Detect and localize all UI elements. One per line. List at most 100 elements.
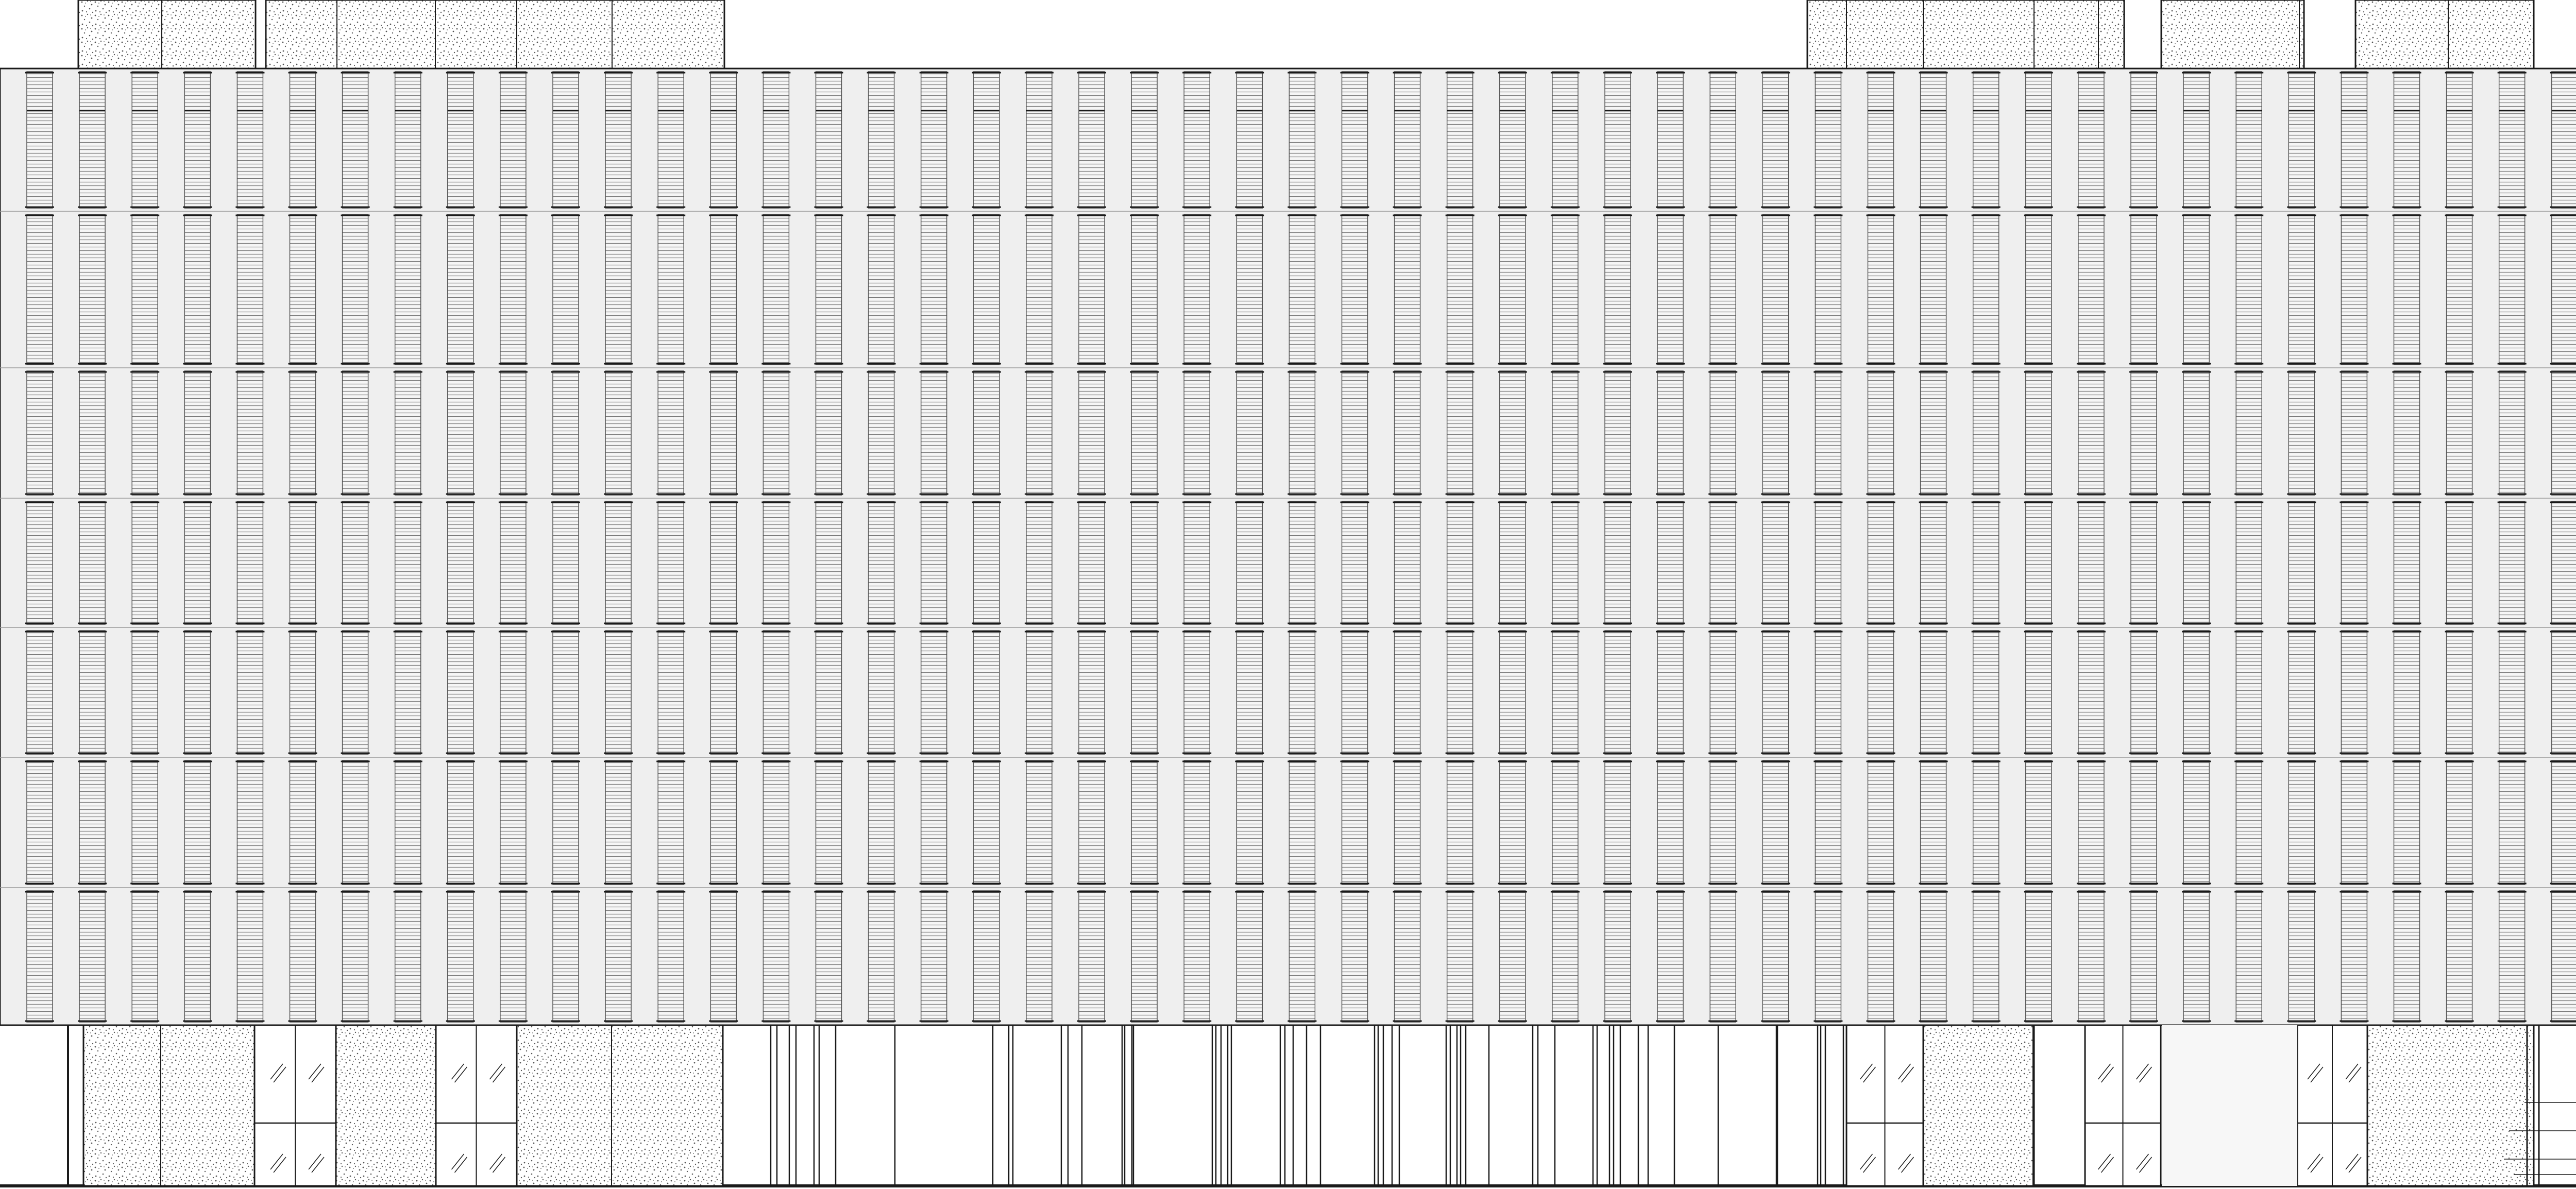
louver-panel <box>1499 501 1526 625</box>
louver-panel <box>2498 630 2526 755</box>
glass-reflection <box>2345 1153 2359 1170</box>
louver-panel <box>1078 214 1105 365</box>
louver-panel <box>1709 760 1736 885</box>
louver-panel <box>973 630 1000 755</box>
louver-panel <box>710 370 737 496</box>
louver-panel <box>1289 890 1316 1023</box>
louver-panel <box>1446 760 1473 885</box>
louver-panel <box>1499 760 1526 885</box>
louver-panel <box>2025 214 2052 365</box>
louver-panel <box>26 890 53 1023</box>
louver-panel <box>552 760 579 885</box>
louver-panel <box>1499 370 1526 496</box>
louver-panel <box>131 630 158 755</box>
louver-panel <box>2183 501 2210 625</box>
louver-panel <box>447 890 474 1023</box>
louver-panel <box>920 630 947 755</box>
louver-panel <box>2025 630 2052 755</box>
louver-panel <box>236 370 264 496</box>
louver-panel <box>131 71 158 209</box>
louver-column <box>1024 71 1054 1023</box>
louver-panel <box>1026 890 1053 1023</box>
louver-panel <box>26 71 53 209</box>
glass-reflection <box>2310 1157 2324 1173</box>
louver-panel <box>289 214 316 365</box>
louver-column <box>1603 71 1632 1023</box>
louver-panel <box>1867 630 1894 755</box>
louver-panel <box>2130 71 2157 209</box>
louver-column <box>2550 71 2576 1023</box>
louver-panel <box>342 890 369 1023</box>
louver-column <box>2392 71 2421 1023</box>
louver-panel <box>1552 890 1579 1023</box>
louver-panel <box>1920 370 1947 496</box>
louver-panel <box>1657 71 1684 209</box>
louver-panel <box>236 760 264 885</box>
louver-panel <box>973 760 1000 885</box>
glass-reflection <box>311 1157 325 1173</box>
louver-panel <box>1394 370 1421 496</box>
louver-panel <box>26 501 53 625</box>
louver-panel <box>552 890 579 1023</box>
louver-panel <box>1236 501 1263 625</box>
louver-panel <box>131 501 158 625</box>
concrete-wall <box>335 1024 438 1187</box>
louver-panel <box>920 214 947 365</box>
louver-panel <box>394 370 421 496</box>
louver-column <box>2076 71 2106 1023</box>
louver-column <box>2024 71 2053 1023</box>
louver-panel <box>79 760 106 885</box>
louver-panel <box>2498 501 2526 625</box>
louver-panel <box>2341 890 2368 1023</box>
louver-panel <box>605 760 632 885</box>
glass-reflection <box>2139 1066 2153 1083</box>
louver-panel <box>1815 890 1842 1023</box>
louver-panel <box>1657 370 1684 496</box>
louver-panel <box>1026 501 1053 625</box>
louver-panel <box>2130 760 2157 885</box>
louver-panel <box>1920 890 1947 1023</box>
glass-door <box>253 1024 337 1187</box>
louver-panel <box>920 760 947 885</box>
louver-panel <box>2393 760 2420 885</box>
louver-panel <box>1078 501 1105 625</box>
glass-reflection <box>2136 1153 2149 1170</box>
louver-panel <box>605 370 632 496</box>
louver-panel <box>868 370 895 496</box>
louver-panel <box>447 760 474 885</box>
louver-panel <box>2551 71 2576 209</box>
louver-panel <box>342 370 369 496</box>
louver-panel <box>1762 71 1789 209</box>
louver-panel <box>1815 501 1842 625</box>
louver-panel <box>2393 71 2420 209</box>
louver-panel <box>1078 71 1105 209</box>
louver-panel <box>2235 370 2262 496</box>
louver-panel <box>1920 71 1947 209</box>
louver-column <box>761 71 791 1023</box>
louver-panel <box>1131 760 1158 885</box>
louver-panel <box>868 214 895 365</box>
louver-panel <box>2393 214 2420 365</box>
louver-column <box>25 71 54 1023</box>
louver-panel <box>289 890 316 1023</box>
glass-reflection <box>2100 1157 2114 1173</box>
louver-panel <box>1709 630 1736 755</box>
louver-panel <box>1604 760 1631 885</box>
louver-panel <box>236 501 264 625</box>
louver-panel <box>1762 890 1789 1023</box>
glass-reflection <box>308 1063 321 1080</box>
louver-panel <box>500 501 527 625</box>
louver-panel <box>552 630 579 755</box>
glass-reflection <box>489 1153 503 1170</box>
louver-panel <box>2393 630 2420 755</box>
louver-panel <box>710 760 737 885</box>
louver-panel <box>184 760 211 885</box>
louver-panel <box>2341 501 2368 625</box>
louver-panel <box>1762 760 1789 885</box>
louver-column <box>393 71 422 1023</box>
louver-panel <box>184 214 211 365</box>
louver-panel <box>605 71 632 209</box>
louver-panel <box>289 71 316 209</box>
louver-panel <box>1446 370 1473 496</box>
louver-column <box>498 71 528 1023</box>
